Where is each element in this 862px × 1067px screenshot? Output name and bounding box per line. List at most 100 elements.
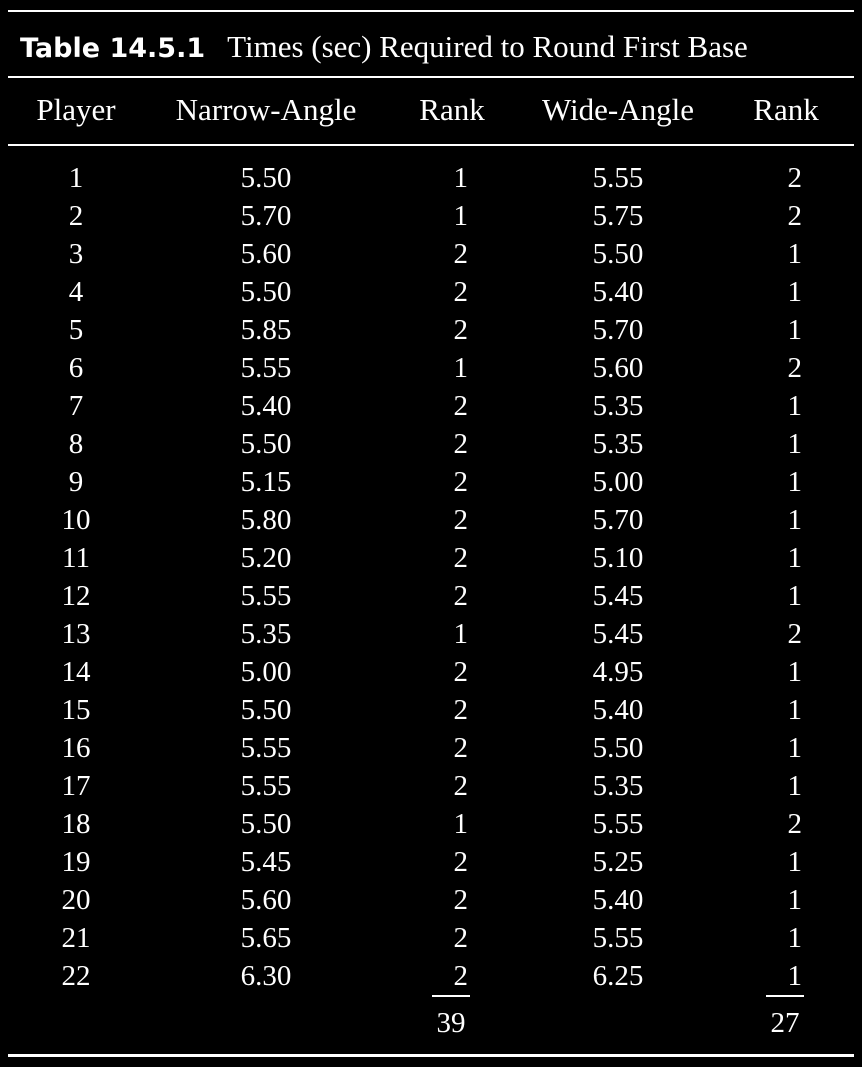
narrow-angle-cell: 5.35 — [240, 618, 292, 650]
narrow-rank-sum: 39 — [436, 1007, 466, 1039]
narrow-angle-cell: 5.55 — [240, 580, 292, 612]
table-row: 20 5.60 2 5.40 1 — [0, 881, 862, 919]
header-divider — [8, 144, 854, 146]
table-row: 6 5.55 1 5.60 2 — [0, 349, 862, 387]
player-cell: 3 — [68, 238, 84, 270]
player-cell: 8 — [68, 428, 84, 460]
wide-rank-cell: 1 — [787, 732, 803, 764]
wide-angle-cell: 5.35 — [592, 770, 644, 802]
wide-angle-cell: 5.55 — [592, 922, 644, 954]
wide-angle-cell: 5.35 — [592, 390, 644, 422]
table-row: 19 5.45 2 5.25 1 — [0, 843, 862, 881]
caption-divider — [8, 76, 854, 78]
wide-angle-cell: 5.45 — [592, 580, 644, 612]
wide-angle-cell: 5.75 — [592, 200, 644, 232]
wide-rank-cell: 2 — [787, 618, 803, 650]
wide-angle-cell: 4.95 — [592, 656, 644, 688]
narrow-rank-cell: 2 — [453, 846, 469, 878]
narrow-rank-sum-rule — [432, 995, 470, 997]
player-cell: 2 — [68, 200, 84, 232]
narrow-angle-cell: 5.85 — [240, 314, 292, 346]
player-cell: 14 — [61, 656, 91, 688]
narrow-rank-cell: 2 — [453, 656, 469, 688]
player-cell: 6 — [68, 352, 84, 384]
table-row: 16 5.55 2 5.50 1 — [0, 729, 862, 767]
narrow-angle-cell: 5.60 — [240, 238, 292, 270]
wide-rank-cell: 1 — [787, 580, 803, 612]
wide-rank-cell: 1 — [787, 314, 803, 346]
table-row: 9 5.15 2 5.00 1 — [0, 463, 862, 501]
narrow-angle-cell: 5.20 — [240, 542, 292, 574]
header-wide-rank: Rank — [753, 92, 819, 127]
player-cell: 1 — [68, 162, 84, 194]
player-cell: 11 — [62, 542, 90, 574]
player-cell: 21 — [61, 922, 91, 954]
player-cell: 22 — [61, 960, 91, 992]
wide-rank-cell: 1 — [787, 542, 803, 574]
header-narrow-angle: Narrow-Angle — [175, 92, 357, 127]
wide-angle-cell: 5.25 — [592, 846, 644, 878]
narrow-angle-cell: 5.00 — [240, 656, 292, 688]
table-number: Table 14.5.1 — [20, 33, 206, 64]
wide-rank-cell: 1 — [787, 922, 803, 954]
narrow-angle-cell: 5.15 — [240, 466, 292, 498]
narrow-rank-cell: 2 — [453, 922, 469, 954]
narrow-rank-cell: 2 — [453, 542, 469, 574]
narrow-rank-cell: 1 — [453, 200, 469, 232]
player-cell: 20 — [61, 884, 91, 916]
narrow-rank-cell: 2 — [453, 732, 469, 764]
wide-rank-cell: 2 — [787, 352, 803, 384]
wide-rank-cell: 2 — [787, 808, 803, 840]
table-row: 21 5.65 2 5.55 1 — [0, 919, 862, 957]
player-cell: 12 — [61, 580, 91, 612]
wide-rank-cell: 1 — [787, 504, 803, 536]
wide-rank-cell: 2 — [787, 200, 803, 232]
narrow-angle-cell: 5.70 — [240, 200, 292, 232]
narrow-rank-cell: 2 — [453, 390, 469, 422]
narrow-angle-cell: 5.45 — [240, 846, 292, 878]
table-row: 10 5.80 2 5.70 1 — [0, 501, 862, 539]
narrow-rank-cell: 1 — [453, 618, 469, 650]
table-row: 11 5.20 2 5.10 1 — [0, 539, 862, 577]
wide-rank-cell: 1 — [787, 770, 803, 802]
player-cell: 16 — [61, 732, 91, 764]
wide-rank-cell: 1 — [787, 694, 803, 726]
wide-angle-cell: 5.70 — [592, 314, 644, 346]
wide-angle-cell: 5.40 — [592, 276, 644, 308]
narrow-rank-cell: 2 — [453, 428, 469, 460]
wide-angle-cell: 5.55 — [592, 808, 644, 840]
wide-angle-cell: 5.60 — [592, 352, 644, 384]
wide-rank-sum: 27 — [770, 1007, 800, 1039]
player-cell: 9 — [68, 466, 84, 498]
table-row: 17 5.55 2 5.35 1 — [0, 767, 862, 805]
wide-angle-cell: 5.50 — [592, 732, 644, 764]
wide-angle-cell: 5.35 — [592, 428, 644, 460]
wide-angle-cell: 5.40 — [592, 694, 644, 726]
wide-angle-cell: 5.55 — [592, 162, 644, 194]
wide-angle-cell: 5.10 — [592, 542, 644, 574]
narrow-rank-cell: 2 — [453, 884, 469, 916]
wide-angle-cell: 5.70 — [592, 504, 644, 536]
player-cell: 5 — [68, 314, 84, 346]
header-wide-angle: Wide-Angle — [542, 92, 694, 127]
narrow-angle-cell: 5.50 — [240, 428, 292, 460]
narrow-rank-cell: 1 — [453, 808, 469, 840]
table-row: 12 5.55 2 5.45 1 — [0, 577, 862, 615]
wide-angle-cell: 6.25 — [592, 960, 644, 992]
narrow-rank-cell: 1 — [453, 352, 469, 384]
table-row: 4 5.50 2 5.40 1 — [0, 273, 862, 311]
wide-angle-cell: 5.40 — [592, 884, 644, 916]
player-cell: 19 — [61, 846, 91, 878]
narrow-angle-cell: 5.55 — [240, 352, 292, 384]
wide-angle-cell: 5.00 — [592, 466, 644, 498]
wide-rank-cell: 1 — [787, 656, 803, 688]
narrow-angle-cell: 5.40 — [240, 390, 292, 422]
narrow-rank-cell: 2 — [453, 580, 469, 612]
narrow-rank-cell: 2 — [453, 504, 469, 536]
table-row: 7 5.40 2 5.35 1 — [0, 387, 862, 425]
table-row: 2 5.70 1 5.75 2 — [0, 197, 862, 235]
wide-rank-cell: 1 — [787, 238, 803, 270]
narrow-angle-cell: 6.30 — [240, 960, 292, 992]
narrow-angle-cell: 5.55 — [240, 770, 292, 802]
player-cell: 4 — [68, 276, 84, 308]
